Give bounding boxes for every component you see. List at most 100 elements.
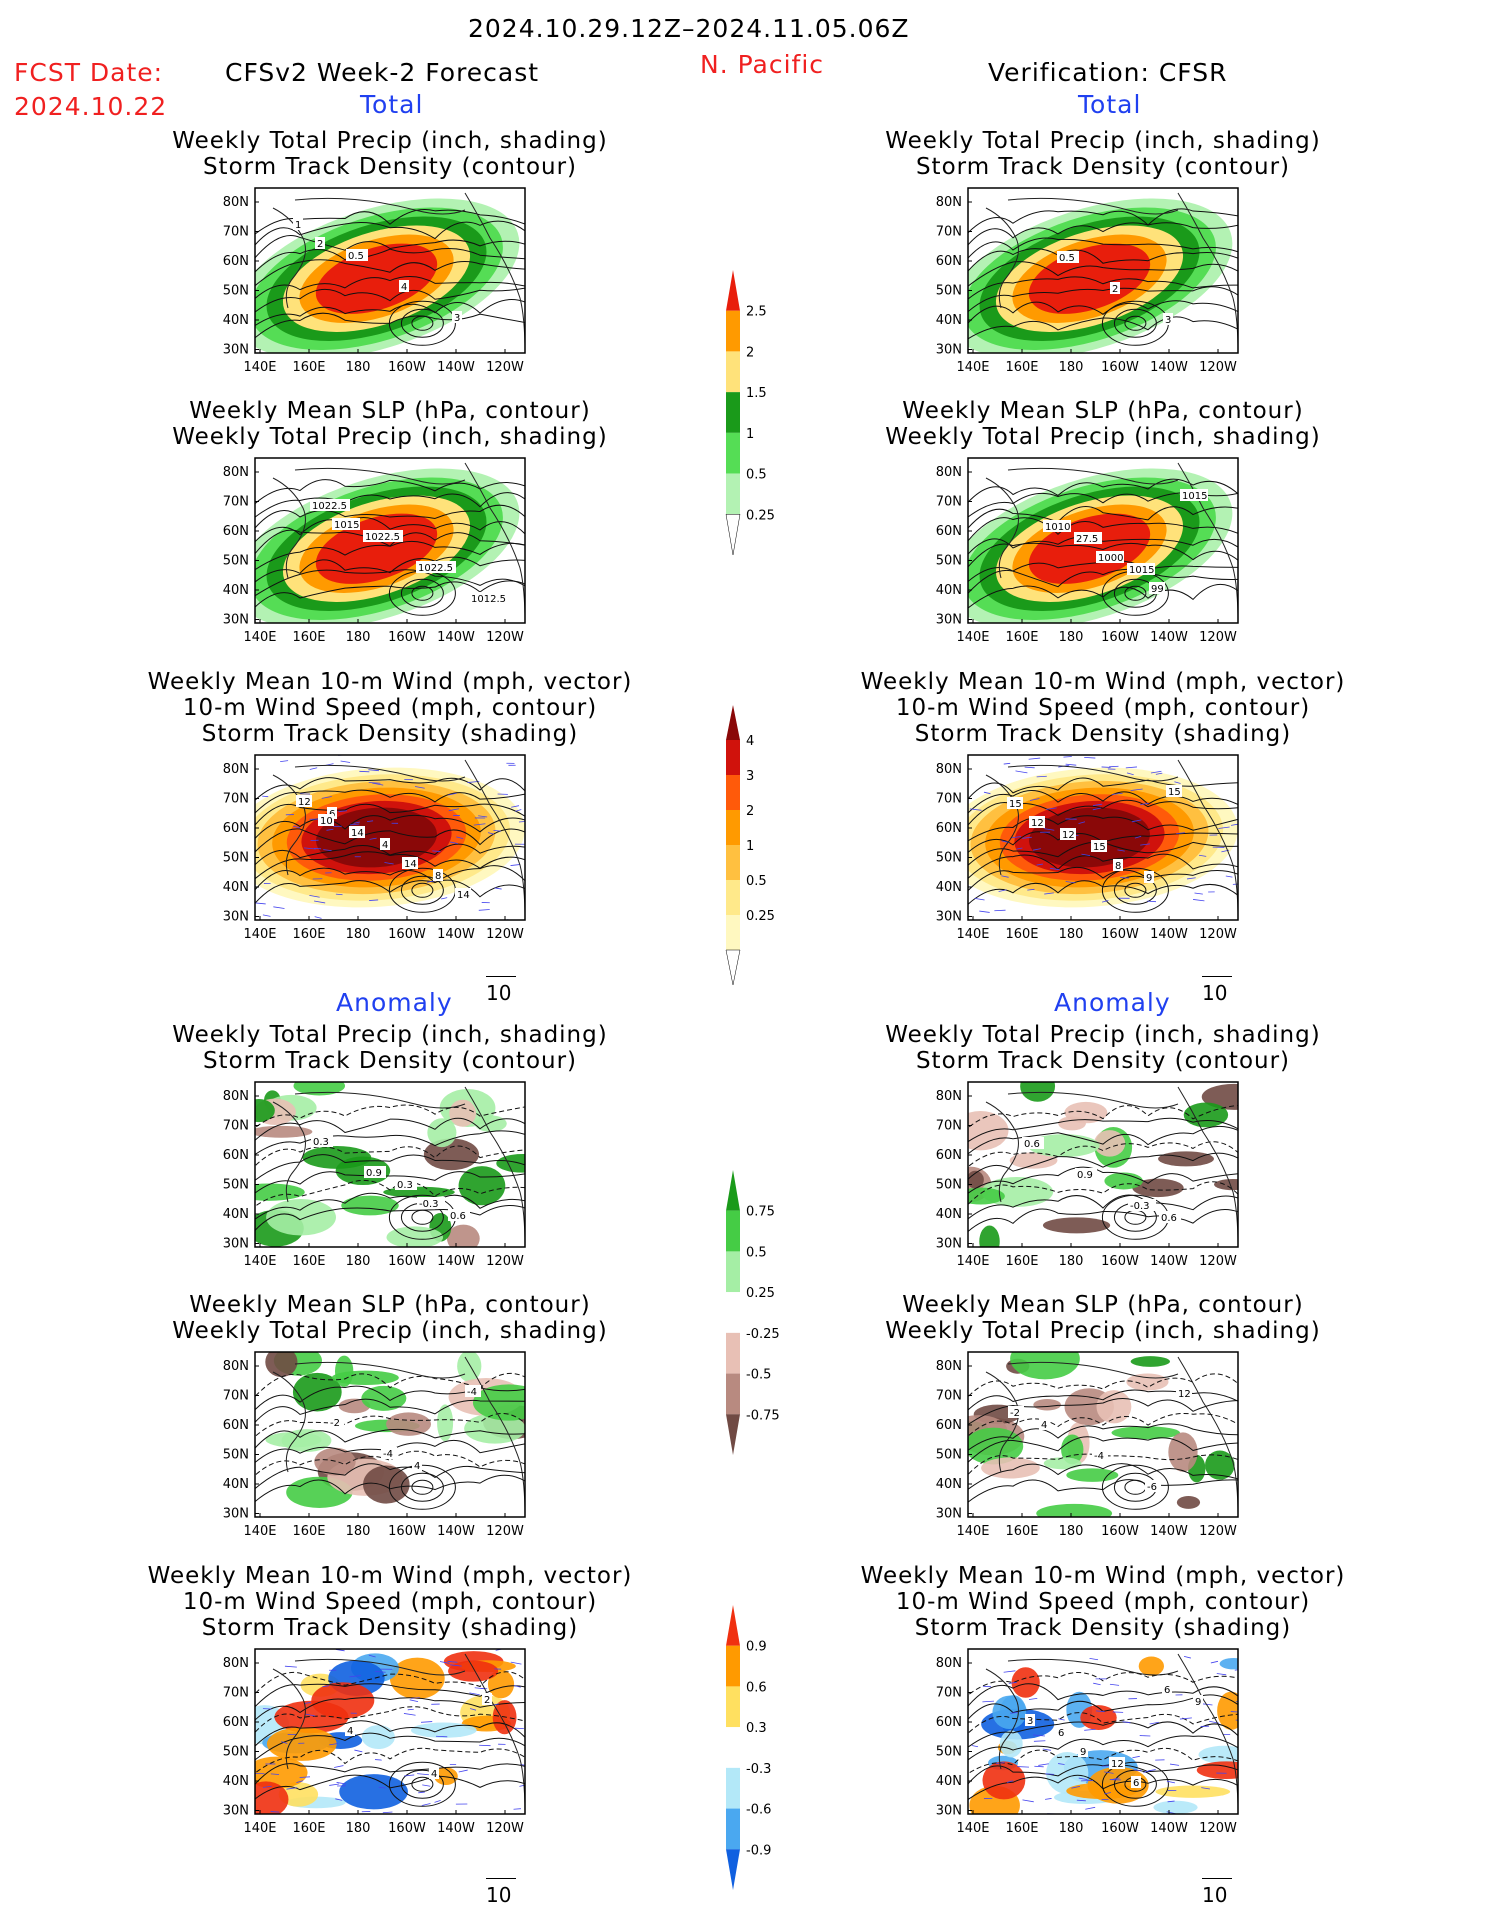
anomaly-blob (361, 1725, 395, 1750)
lat-tick-label: 60N (936, 254, 962, 269)
wind-vector (292, 825, 301, 829)
wind-vector (1028, 757, 1041, 760)
colorbar-segment (726, 473, 740, 515)
lon-tick-label: 160W (1101, 1524, 1139, 1539)
contour-line (968, 517, 1238, 542)
contour-label: -2 (1010, 1408, 1020, 1419)
contour-label-bg (1043, 520, 1071, 532)
contour-closed (1101, 1761, 1169, 1807)
contour-closed (388, 1464, 456, 1510)
wind-vector (1194, 892, 1203, 895)
wind-vector (338, 810, 348, 812)
lat-tick-label: 80N (223, 1359, 249, 1374)
lat-tick-label: 40N (936, 880, 962, 895)
wind-vector (368, 1654, 376, 1658)
colorbar-label: 0.3 (746, 1721, 767, 1736)
wind-vector (1225, 875, 1233, 878)
contour-line (255, 1428, 525, 1449)
contour-label: 8 (1115, 861, 1121, 872)
lat-tick-label: 80N (223, 195, 249, 210)
colorbar-precip-total: 2.5 2 1.5 1 0.5 0.25 (725, 270, 775, 556)
contour-label: 15 (1168, 787, 1181, 798)
contour-label: 27.5 (1076, 534, 1098, 545)
colorbar-label: 0.25 (746, 1286, 775, 1301)
lat-tick-label: 40N (223, 1477, 249, 1492)
wind-vector (1140, 843, 1150, 846)
coastline (1177, 1356, 1238, 1517)
contour-label: -6 (1147, 1482, 1157, 1493)
contour-label: 4 (382, 840, 388, 851)
lon-tick-label: 140E (243, 360, 276, 375)
panel-title: Weekly Mean SLP (hPa, contour) Weekly Tot… (90, 398, 690, 450)
contour-label: -0.3 (1130, 1201, 1150, 1212)
panel-title-line: Weekly Mean 10-m Wind (mph, vector) (147, 1563, 633, 1589)
contour-label: 0.5 (348, 251, 364, 262)
colorbar-cap (725, 949, 741, 986)
wind-vector (411, 1697, 420, 1699)
wind-vector (1125, 766, 1137, 769)
colorbar-label: -0.3 (746, 1762, 771, 1777)
lon-tick-label: 140E (956, 630, 989, 645)
wind-vector (255, 902, 266, 905)
wind-vector (448, 792, 457, 796)
lat-tick-label: 40N (936, 1477, 962, 1492)
anomaly-blob (1219, 1657, 1238, 1670)
lon-tick-label: 180 (1059, 360, 1084, 375)
anomaly-blob (255, 1125, 313, 1138)
contour-label: 1015 (334, 520, 359, 531)
contour-label-bg (1075, 1168, 1097, 1180)
coastline (1177, 1653, 1238, 1814)
colorbar-cap (726, 705, 740, 740)
wind-vector (1049, 867, 1060, 871)
wind-vector (1183, 1655, 1191, 1659)
contour-label-bg (1074, 532, 1102, 544)
anomaly-blob (255, 1183, 305, 1201)
contour-closed (1124, 315, 1147, 331)
lat-tick-label: 80N (936, 195, 962, 210)
colorbar-label: 0.25 (746, 508, 775, 523)
colorbar-cap (726, 1849, 740, 1890)
wind-vector (354, 1749, 363, 1753)
coastline (464, 1356, 525, 1517)
contour-line (255, 1130, 525, 1156)
lat-tick-label: 40N (223, 583, 249, 598)
panel-title-line: Weekly Total Precip (inch, shading) (172, 424, 608, 450)
lon-tick-label: 120W (486, 1254, 524, 1269)
vector-ref-1: 10 (486, 976, 516, 1005)
contour-closed (400, 308, 444, 338)
contour-line (255, 865, 525, 891)
wind-vector (1003, 762, 1011, 765)
panel-title-line: Weekly Mean SLP (hPa, contour) (902, 398, 1304, 424)
wind-vector (1078, 1777, 1088, 1780)
panel-title-line: Storm Track Density (shading) (201, 721, 579, 747)
wind-vector (1120, 877, 1129, 879)
coastline (272, 1371, 306, 1473)
lon-tick-label: 160E (292, 360, 325, 375)
anomaly-blob (1064, 1101, 1108, 1124)
contour-line (255, 828, 525, 853)
lon-tick-label: 140W (437, 1254, 475, 1269)
coastline (272, 477, 306, 579)
lat-tick-label: 70N (936, 495, 962, 510)
wind-vector (1089, 1657, 1099, 1661)
lon-tick-label: 160E (1005, 1821, 1038, 1836)
wind-vector (368, 769, 379, 772)
panel-title: Weekly Total Precip (inch, shading) Storm… (803, 1022, 1403, 1074)
wind-vector (1193, 899, 1205, 902)
colorbar-cap (726, 1414, 740, 1455)
anomaly-blob (1043, 1457, 1082, 1470)
anomaly-blob (1111, 1426, 1181, 1440)
contour-label: -4 (1094, 1451, 1104, 1462)
contour-label-bg (1078, 1745, 1088, 1757)
contour-line (968, 1721, 1238, 1748)
contour-line (968, 1453, 1238, 1476)
lon-tick-label: 120W (486, 927, 524, 942)
wind-vector (435, 1735, 448, 1738)
wind-vector (969, 808, 982, 811)
contour-label: 4 (414, 1461, 420, 1472)
wind-vector (1166, 1780, 1176, 1784)
lon-tick-label: 140E (243, 927, 276, 942)
lon-tick-label: 160W (1101, 1821, 1139, 1836)
wind-vector (1132, 1755, 1140, 1759)
wind-vector (1065, 763, 1077, 766)
